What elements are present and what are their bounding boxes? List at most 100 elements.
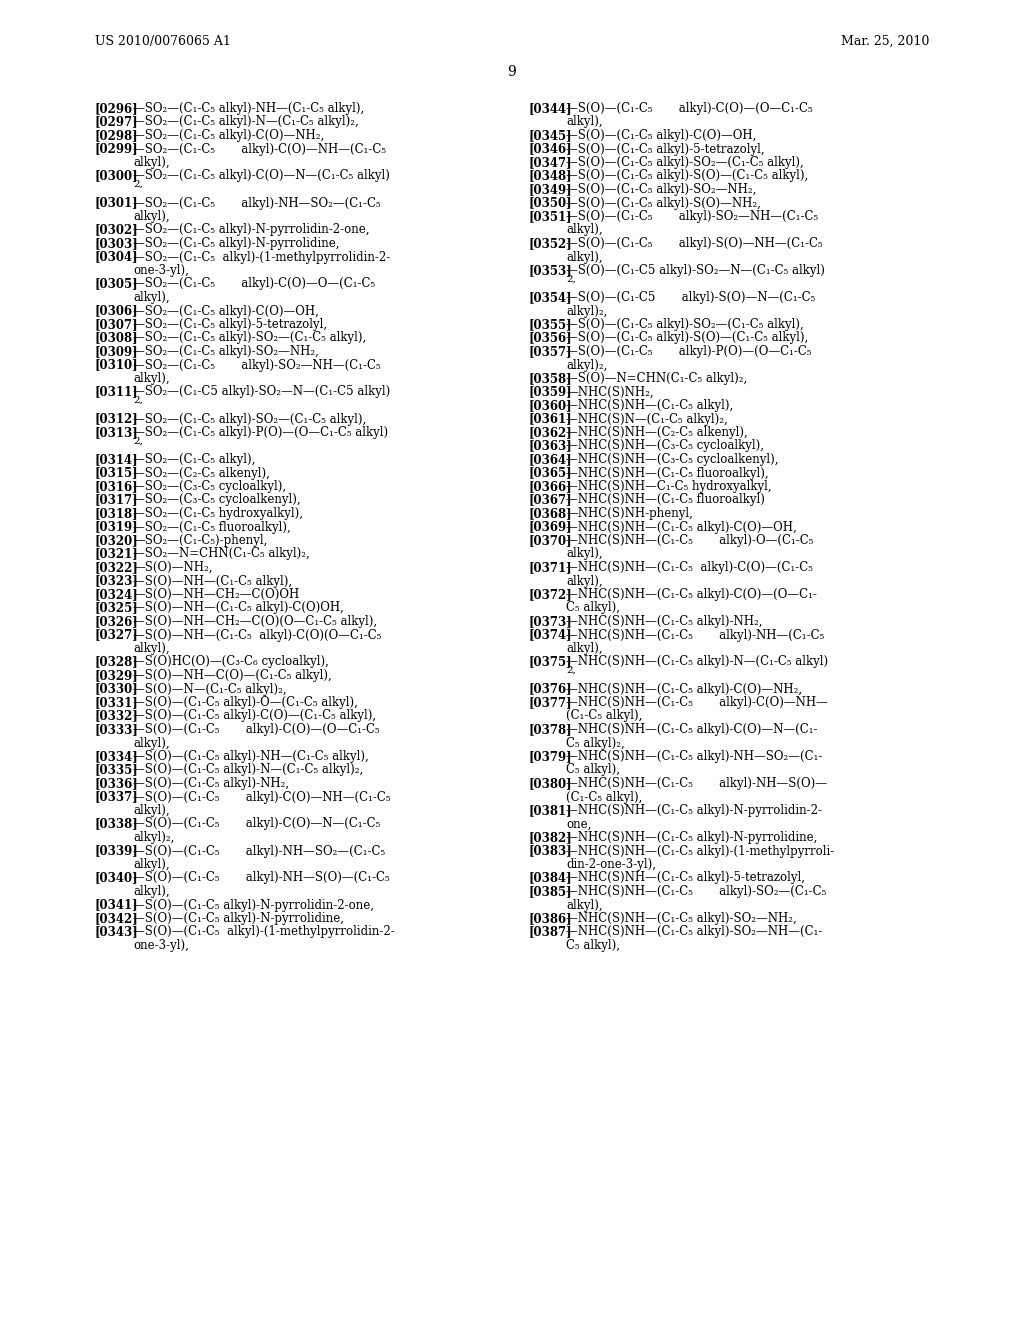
Text: [0303]: [0303]	[95, 238, 138, 249]
Text: —S(O)—(C₁-C₅ alkyl)-O—(C₁-C₅ alkyl),: —S(O)—(C₁-C₅ alkyl)-O—(C₁-C₅ alkyl),	[133, 696, 357, 709]
Text: —NHC(S)NH—(C₁-C₅ alkyl)-C(O)—N—(C₁-: —NHC(S)NH—(C₁-C₅ alkyl)-C(O)—N—(C₁-	[566, 723, 817, 737]
Text: —SO₂—N=CHN(C₁-C₅ alkyl)₂,: —SO₂—N=CHN(C₁-C₅ alkyl)₂,	[133, 548, 309, 561]
Text: [0300]: [0300]	[95, 169, 138, 182]
Text: [0380]: [0380]	[528, 777, 571, 789]
Text: [0338]: [0338]	[95, 817, 138, 830]
Text: alkyl),: alkyl),	[566, 223, 603, 236]
Text: —NHC(S)NH—(C₁-C₅ alkyl)-SO₂—NH₂,: —NHC(S)NH—(C₁-C₅ alkyl)-SO₂—NH₂,	[566, 912, 797, 925]
Text: [0352]: [0352]	[528, 238, 571, 249]
Text: —SO₂—(C₁-C₅ fluoroalkyl),: —SO₂—(C₁-C₅ fluoroalkyl),	[133, 520, 291, 533]
Text: [0312]: [0312]	[95, 412, 138, 425]
Text: [0316]: [0316]	[95, 480, 138, 492]
Text: —SO₂—(C₁-C₅       alkyl)-SO₂—NH—(C₁-C₅: —SO₂—(C₁-C₅ alkyl)-SO₂—NH—(C₁-C₅	[133, 359, 381, 371]
Text: —S(O)—(C₁-C₅ alkyl)-N-pyrrolidine,: —S(O)—(C₁-C₅ alkyl)-N-pyrrolidine,	[133, 912, 344, 925]
Text: [0335]: [0335]	[95, 763, 138, 776]
Text: [0360]: [0360]	[528, 399, 571, 412]
Text: [0299]: [0299]	[95, 143, 138, 156]
Text: —NHC(S)NH—(C₂-C₅ alkenyl),: —NHC(S)NH—(C₂-C₅ alkenyl),	[566, 426, 748, 440]
Text: —S(O)—(C₁-C₅       alkyl)-SO₂—NH—(C₁-C₅: —S(O)—(C₁-C₅ alkyl)-SO₂—NH—(C₁-C₅	[566, 210, 818, 223]
Text: —S(O)—NH₂,: —S(O)—NH₂,	[133, 561, 213, 574]
Text: —SO₂—(C₁-C₅ alkyl)-C(O)—NH₂,: —SO₂—(C₁-C₅ alkyl)-C(O)—NH₂,	[133, 129, 325, 143]
Text: alkyl),: alkyl),	[566, 899, 603, 912]
Text: alkyl),: alkyl),	[566, 548, 603, 561]
Text: alkyl),: alkyl),	[133, 858, 170, 871]
Text: [0307]: [0307]	[95, 318, 138, 331]
Text: —NHC(S)NH—(C₁-C₅ fluoroalkyl),: —NHC(S)NH—(C₁-C₅ fluoroalkyl),	[566, 466, 769, 479]
Text: [0361]: [0361]	[528, 412, 571, 425]
Text: [0317]: [0317]	[95, 494, 138, 507]
Text: 2,: 2,	[566, 275, 575, 284]
Text: [0358]: [0358]	[528, 372, 571, 385]
Text: —NHC(S)NH—(C₁-C₅ alkyl)-5-tetrazolyl,: —NHC(S)NH—(C₁-C₅ alkyl)-5-tetrazolyl,	[566, 871, 805, 884]
Text: [0304]: [0304]	[95, 251, 138, 264]
Text: —NHC(S)NH—(C₁-C₅       alkyl)-NH—(C₁-C₅: —NHC(S)NH—(C₁-C₅ alkyl)-NH—(C₁-C₅	[566, 628, 824, 642]
Text: [0367]: [0367]	[528, 494, 571, 507]
Text: —NHC(S)NH—(C₁-C₅ alkyl)-(1-methylpyrroli-: —NHC(S)NH—(C₁-C₅ alkyl)-(1-methylpyrroli…	[566, 845, 835, 858]
Text: [0350]: [0350]	[528, 197, 571, 210]
Text: —NHC(S)NH—(C₁-C₅  alkyl)-C(O)—(C₁-C₅: —NHC(S)NH—(C₁-C₅ alkyl)-C(O)—(C₁-C₅	[566, 561, 813, 574]
Text: —NHC(S)NH—(C₁-C₅       alkyl)-C(O)—NH—: —NHC(S)NH—(C₁-C₅ alkyl)-C(O)—NH—	[566, 696, 827, 709]
Text: —SO₂—(C₃-C₅ cycloalkenyl),: —SO₂—(C₃-C₅ cycloalkenyl),	[133, 494, 301, 507]
Text: —SO₂—(C₁-C₅ alkyl)-C(O)—N—(C₁-C₅ alkyl): —SO₂—(C₁-C₅ alkyl)-C(O)—N—(C₁-C₅ alkyl)	[133, 169, 390, 182]
Text: —S(O)—(C₁-C₅       alkyl)-C(O)—(O—C₁-C₅: —S(O)—(C₁-C₅ alkyl)-C(O)—(O—C₁-C₅	[566, 102, 813, 115]
Text: [0298]: [0298]	[95, 129, 138, 143]
Text: —S(O)—(C₁-C₅       alkyl)-S(O)—NH—(C₁-C₅: —S(O)—(C₁-C₅ alkyl)-S(O)—NH—(C₁-C₅	[566, 238, 822, 249]
Text: [0346]: [0346]	[528, 143, 571, 156]
Text: —NHC(S)NH—(C₃-C₅ cycloalkenyl),: —NHC(S)NH—(C₃-C₅ cycloalkenyl),	[566, 453, 778, 466]
Text: [0315]: [0315]	[95, 466, 138, 479]
Text: —SO₂—(C₂-C₅ alkenyl),: —SO₂—(C₂-C₅ alkenyl),	[133, 466, 270, 479]
Text: [0333]: [0333]	[95, 723, 139, 737]
Text: [0356]: [0356]	[528, 331, 571, 345]
Text: —SO₂—(C₁-C₅ alkyl),: —SO₂—(C₁-C₅ alkyl),	[133, 453, 255, 466]
Text: —NHC(S)NH—(C₁-C₅ alkyl)-N—(C₁-C₅ alkyl): —NHC(S)NH—(C₁-C₅ alkyl)-N—(C₁-C₅ alkyl)	[566, 656, 828, 668]
Text: [0301]: [0301]	[95, 197, 138, 210]
Text: alkyl),: alkyl),	[133, 884, 170, 898]
Text: —SO₂—(C₁-C₅ alkyl)-C(O)—OH,: —SO₂—(C₁-C₅ alkyl)-C(O)—OH,	[133, 305, 318, 318]
Text: —NHC(S)NH—(C₁-C₅ alkyl),: —NHC(S)NH—(C₁-C₅ alkyl),	[566, 399, 733, 412]
Text: [0323]: [0323]	[95, 574, 139, 587]
Text: —NHC(S)NH-phenyl,: —NHC(S)NH-phenyl,	[566, 507, 693, 520]
Text: [0311]: [0311]	[95, 385, 138, 399]
Text: —S(O)—NH—(C₁-C₅  alkyl)-C(O)(O—C₁-C₅: —S(O)—NH—(C₁-C₅ alkyl)-C(O)(O—C₁-C₅	[133, 628, 381, 642]
Text: —SO₂—(C₁-C₅ alkyl)-P(O)—(O—C₁-C₅ alkyl): —SO₂—(C₁-C₅ alkyl)-P(O)—(O—C₁-C₅ alkyl)	[133, 426, 388, 440]
Text: —S(O)—(C₁-C₅ alkyl)-NH—(C₁-C₅ alkyl),: —S(O)—(C₁-C₅ alkyl)-NH—(C₁-C₅ alkyl),	[133, 750, 369, 763]
Text: [0348]: [0348]	[528, 169, 571, 182]
Text: [0309]: [0309]	[95, 345, 138, 358]
Text: [0369]: [0369]	[528, 520, 571, 533]
Text: —S(O)—(C₁-C₅ alkyl)-N-pyrrolidin-2-one,: —S(O)—(C₁-C₅ alkyl)-N-pyrrolidin-2-one,	[133, 899, 374, 912]
Text: [0331]: [0331]	[95, 696, 138, 709]
Text: —NHC(S)NH—(C₁-C₅ alkyl)-C(O)—OH,: —NHC(S)NH—(C₁-C₅ alkyl)-C(O)—OH,	[566, 520, 797, 533]
Text: —SO₂—(C₁-C₅ hydroxyalkyl),: —SO₂—(C₁-C₅ hydroxyalkyl),	[133, 507, 303, 520]
Text: [0386]: [0386]	[528, 912, 571, 925]
Text: [0319]: [0319]	[95, 520, 138, 533]
Text: [0343]: [0343]	[95, 925, 138, 939]
Text: —S(O)HC(O)—(C₃-C₆ cycloalkyl),: —S(O)HC(O)—(C₃-C₆ cycloalkyl),	[133, 656, 329, 668]
Text: —S(O)—(C₁-C₅ alkyl)-SO₂—(C₁-C₅ alkyl),: —S(O)—(C₁-C₅ alkyl)-SO₂—(C₁-C₅ alkyl),	[566, 318, 804, 331]
Text: US 2010/0076065 A1: US 2010/0076065 A1	[95, 36, 230, 48]
Text: [0349]: [0349]	[528, 183, 571, 195]
Text: one-3-yl),: one-3-yl),	[133, 264, 188, 277]
Text: [0340]: [0340]	[95, 871, 138, 884]
Text: [0382]: [0382]	[528, 832, 571, 843]
Text: —SO₂—(C₁-C₅ alkyl)-N-pyrrolidin-2-one,: —SO₂—(C₁-C₅ alkyl)-N-pyrrolidin-2-one,	[133, 223, 370, 236]
Text: —SO₂—(C₁-C₅ alkyl)-5-tetrazolyl,: —SO₂—(C₁-C₅ alkyl)-5-tetrazolyl,	[133, 318, 327, 331]
Text: [0351]: [0351]	[528, 210, 571, 223]
Text: [0366]: [0366]	[528, 480, 571, 492]
Text: alkyl),: alkyl),	[133, 290, 170, 304]
Text: [0375]: [0375]	[528, 656, 571, 668]
Text: [0373]: [0373]	[528, 615, 571, 628]
Text: —NHC(S)NH—(C₁-C₅       alkyl)-O—(C₁-C₅: —NHC(S)NH—(C₁-C₅ alkyl)-O—(C₁-C₅	[566, 535, 813, 546]
Text: alkyl)₂,: alkyl)₂,	[566, 359, 607, 371]
Text: —S(O)—(C₁-C₅ alkyl)-SO₂—(C₁-C₅ alkyl),: —S(O)—(C₁-C₅ alkyl)-SO₂—(C₁-C₅ alkyl),	[566, 156, 804, 169]
Text: [0334]: [0334]	[95, 750, 138, 763]
Text: —S(O)—(C₁-C₅       alkyl)-C(O)—NH—(C₁-C₅: —S(O)—(C₁-C₅ alkyl)-C(O)—NH—(C₁-C₅	[133, 791, 390, 804]
Text: [0324]: [0324]	[95, 587, 138, 601]
Text: [0378]: [0378]	[528, 723, 571, 737]
Text: [0368]: [0368]	[528, 507, 571, 520]
Text: [0329]: [0329]	[95, 669, 138, 682]
Text: —S(O)—N—(C₁-C₅ alkyl)₂,: —S(O)—N—(C₁-C₅ alkyl)₂,	[133, 682, 287, 696]
Text: [0357]: [0357]	[528, 345, 571, 358]
Text: [0384]: [0384]	[528, 871, 571, 884]
Text: 2,: 2,	[133, 180, 143, 189]
Text: [0353]: [0353]	[528, 264, 571, 277]
